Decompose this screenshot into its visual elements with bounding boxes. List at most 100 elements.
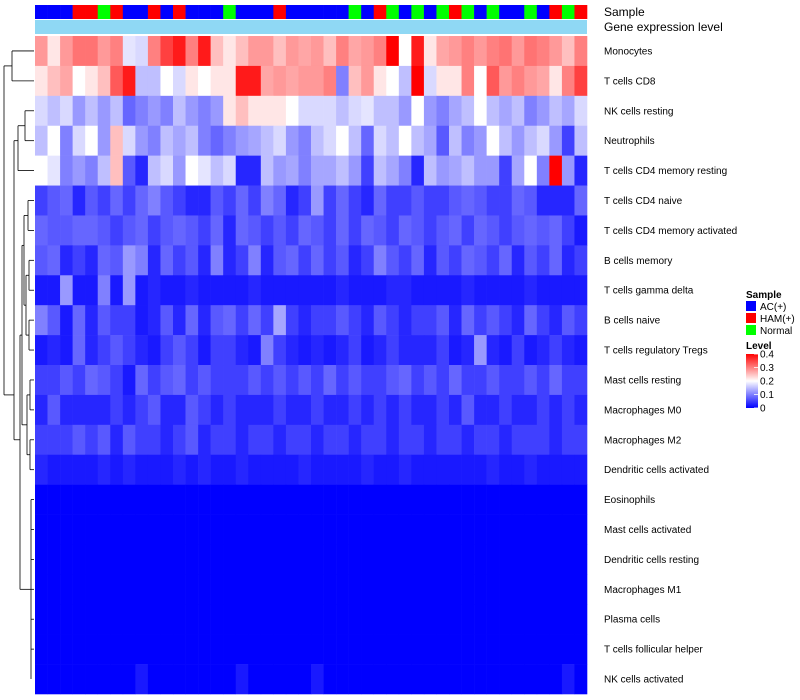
heatmap-cell (386, 155, 400, 186)
heatmap-cell (373, 394, 387, 426)
heatmap-cell (160, 185, 174, 216)
heatmap-cell (47, 65, 61, 97)
heatmap-cell (135, 36, 149, 67)
heatmap-cell (173, 454, 186, 485)
heatmap-cell (386, 424, 400, 456)
heatmap-cell (298, 574, 312, 605)
heatmap-cell (85, 634, 99, 665)
heatmap-cell (336, 36, 349, 67)
heatmap-cell (72, 424, 86, 456)
heatmap-cell (398, 574, 412, 605)
heatmap-cell (474, 484, 487, 515)
heatmap-cell (549, 335, 563, 366)
heatmap-cell (536, 454, 550, 485)
heatmap-cell (549, 215, 563, 246)
heatmap-cell (135, 365, 149, 396)
heatmap-cell (135, 155, 149, 186)
heatmap-cell (298, 634, 312, 665)
heatmap-cell (336, 65, 349, 97)
heatmap-cell (210, 305, 224, 336)
heatmap-cell (323, 65, 337, 97)
heatmap-cell (198, 604, 211, 635)
heatmap-cell (110, 514, 124, 545)
heatmap-cell (411, 95, 425, 127)
heatmap-cell (461, 394, 475, 426)
sample-annotation-cell (461, 5, 475, 19)
heatmap-cell (72, 664, 86, 695)
heatmap-cell (97, 36, 111, 67)
sample-annotation-cell (411, 5, 425, 19)
heatmap-cell (110, 95, 124, 127)
heatmap-cell (47, 664, 61, 695)
heatmap-cell (499, 574, 513, 605)
heatmap-cell (361, 335, 375, 366)
heatmap-cell (235, 454, 249, 485)
heatmap-cell (47, 634, 61, 665)
heatmap-cell (411, 394, 425, 426)
heatmap-cell (411, 424, 425, 456)
heatmap-cell (285, 155, 299, 186)
heatmap-cell (486, 65, 500, 97)
heatmap-cell (260, 544, 274, 575)
heatmap-cell (235, 65, 249, 97)
heatmap-cell (198, 185, 211, 216)
heatmap-cell (260, 245, 274, 276)
heatmap-cell (85, 424, 99, 456)
heatmap-cell (336, 664, 349, 695)
heatmap-cell (210, 365, 224, 396)
heatmap-cell (423, 335, 437, 366)
sample-annotation-cell (549, 5, 563, 19)
heatmap-cell (248, 275, 262, 306)
heatmap-cell (147, 245, 161, 276)
heatmap-cell (210, 215, 224, 246)
sample-annotation-cell (386, 5, 400, 19)
heatmap-cell (386, 275, 400, 306)
heatmap-cell (323, 245, 337, 276)
heatmap-cell (311, 394, 324, 426)
sample-annotation-cell (110, 5, 124, 19)
heatmap-cell (348, 215, 362, 246)
sample-legend-label: Normal (760, 326, 792, 337)
heatmap-cell (311, 365, 324, 396)
heatmap-cell (122, 36, 136, 67)
heatmap-cell (511, 514, 525, 545)
heatmap-cell (260, 125, 274, 156)
heatmap-cell (361, 454, 375, 485)
heatmap-cell (97, 424, 111, 456)
heatmap-cell (386, 95, 400, 127)
heatmap-cell (147, 155, 161, 186)
heatmap-cell (499, 335, 513, 366)
heatmap-cell (173, 125, 186, 156)
heatmap-cell (173, 574, 186, 605)
heatmap-cell (260, 275, 274, 306)
heatmap-cell (198, 245, 211, 276)
heatmap-cell (373, 634, 387, 665)
heatmap-cell (122, 365, 136, 396)
heatmap-cell (411, 36, 425, 67)
heatmap-cell (273, 604, 287, 635)
heatmap-cell (60, 125, 73, 156)
heatmap-cell (122, 65, 136, 97)
heatmap-cell (185, 454, 199, 485)
heatmap-cell (511, 245, 525, 276)
heatmap-cell (135, 604, 149, 635)
heatmap-cell (336, 185, 349, 216)
row-label: NK cells resting (604, 106, 673, 117)
heatmap-cell (72, 634, 86, 665)
heatmap-cell (160, 454, 174, 485)
heatmap-cell (311, 65, 324, 97)
heatmap-cell (173, 185, 186, 216)
heatmap-cell (536, 275, 550, 306)
heatmap-cell (361, 394, 375, 426)
heatmap-cell (323, 484, 337, 515)
heatmap-cell (223, 335, 237, 366)
heatmap-cell (398, 604, 412, 635)
heatmap-cell (511, 305, 525, 336)
heatmap-cell (461, 185, 475, 216)
heatmap-cell (348, 634, 362, 665)
heatmap-cell (160, 394, 174, 426)
heatmap-cell (273, 424, 287, 456)
heatmap-cell (298, 275, 312, 306)
heatmap-cell (60, 664, 73, 695)
heatmap-cell (574, 514, 588, 545)
